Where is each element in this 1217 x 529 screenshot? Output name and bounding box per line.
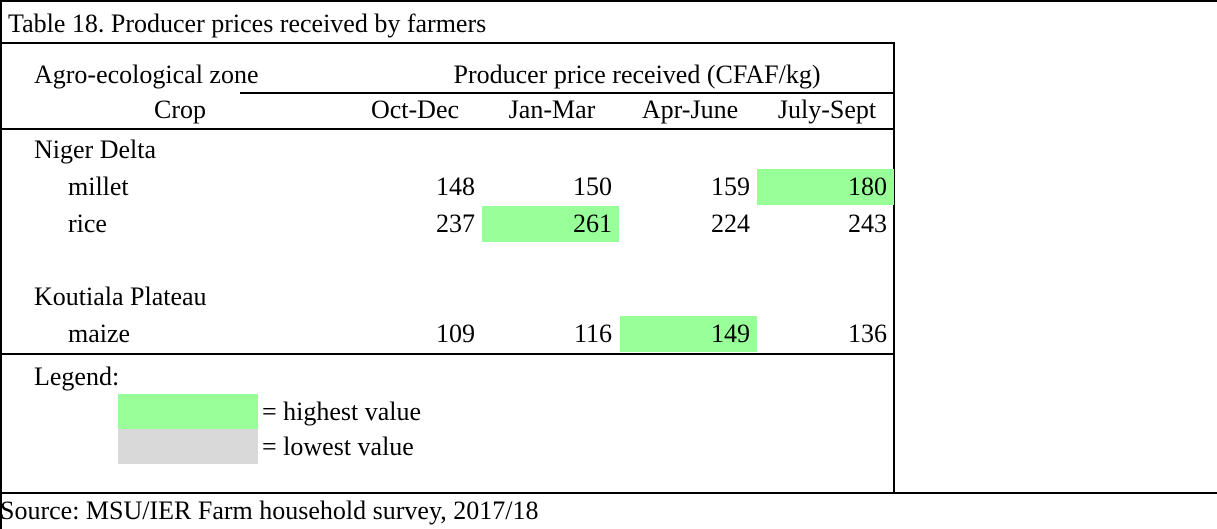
rule xyxy=(0,492,1217,494)
rule xyxy=(893,42,895,494)
price-value: 180 xyxy=(848,172,887,201)
price-value: 148 xyxy=(436,172,475,201)
legend-swatch xyxy=(118,394,258,429)
highlight-cell xyxy=(757,169,894,205)
price-value: 109 xyxy=(436,319,475,348)
period-header: Apr-June xyxy=(641,95,739,124)
legend-title: Legend: xyxy=(34,362,120,391)
crop-name: millet xyxy=(68,172,129,201)
period-header: Jan-Mar xyxy=(508,95,596,124)
title: Table 18. Producer prices received by fa… xyxy=(8,9,487,38)
group-name: Niger Delta xyxy=(34,135,157,164)
price-value: 224 xyxy=(711,209,750,238)
period-header: Oct-Dec xyxy=(370,95,460,124)
crop-name: rice xyxy=(68,209,107,238)
rule xyxy=(0,128,895,130)
price-header: Producer price received (CFAF/kg) xyxy=(453,60,821,89)
price-value: 136 xyxy=(848,319,887,348)
price-value: 150 xyxy=(573,172,612,201)
rule xyxy=(0,353,895,355)
zone-header: Agro-ecological zone xyxy=(34,60,259,89)
period-header: July-Sept xyxy=(777,95,877,124)
price-value: 237 xyxy=(436,209,475,238)
price-value: 149 xyxy=(711,319,750,348)
highlight-cell xyxy=(620,316,757,352)
source: Source: MSU/IER Farm household survey, 2… xyxy=(0,496,539,525)
group-name: Koutiala Plateau xyxy=(34,282,207,311)
price-value: 159 xyxy=(711,172,750,201)
crop-header: Crop xyxy=(154,95,206,124)
rule xyxy=(0,0,1217,2)
price-value: 261 xyxy=(573,209,612,238)
legend-label: = lowest value xyxy=(262,432,414,461)
legend-swatch xyxy=(118,429,258,464)
crop-name: maize xyxy=(68,319,131,348)
rule xyxy=(0,0,2,529)
price-value: 116 xyxy=(573,319,612,348)
legend-label: = highest value xyxy=(262,397,422,426)
rule xyxy=(240,92,895,94)
price-value: 243 xyxy=(848,209,887,238)
highlight-cell xyxy=(482,206,619,242)
rule xyxy=(0,42,895,44)
